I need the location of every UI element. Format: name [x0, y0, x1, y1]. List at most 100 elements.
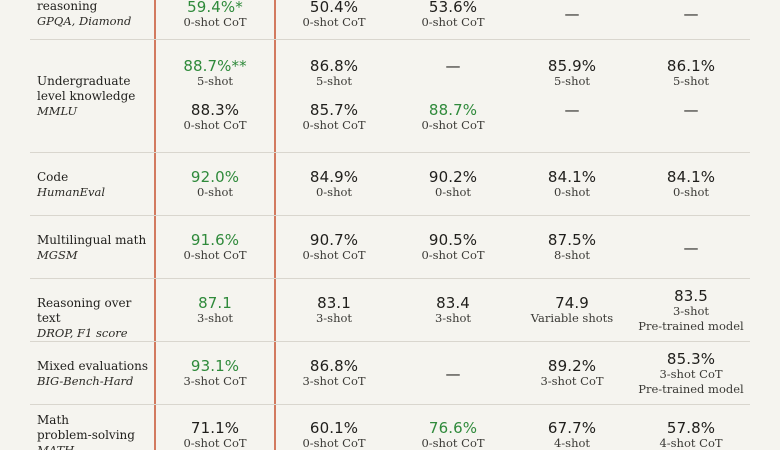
score-value: 90.5% [428, 231, 478, 249]
score-block-secondary: — [512, 102, 632, 118]
benchmark-name: Undergraduate [37, 74, 131, 88]
score-cell: 92.0% 0-shot [155, 169, 275, 200]
score-cell: 50.4% 0-shot CoT [274, 0, 394, 30]
score-value: 83.1 [317, 294, 351, 312]
score-value-secondary: 85.7% [309, 101, 359, 119]
score-block: 87.1 3-shot [155, 295, 275, 326]
score-block: — [631, 6, 751, 22]
score-block: 90.5% 0-shot CoT [393, 232, 513, 263]
score-shot-note: 3-shot [434, 311, 472, 325]
score-cell: 90.5% 0-shot CoT [393, 232, 513, 263]
score-block: 87.5% 8-shot [512, 232, 632, 263]
score-cell: 89.2% 3-shot CoT [512, 358, 632, 389]
score-value: — [564, 5, 580, 23]
score-shot-note: Variable shots [530, 311, 614, 325]
score-cell: 87.5% 8-shot [512, 232, 632, 263]
score-block-secondary: 85.7% 0-shot CoT [274, 102, 394, 133]
score-cell: 60.1% 0-shot CoT [274, 420, 394, 450]
score-value: 53.6% [428, 0, 478, 16]
score-cell: — [393, 366, 513, 382]
score-cell: 87.1 3-shot [155, 295, 275, 326]
score-shot-note: 0-shot CoT [421, 436, 485, 450]
score-value-secondary: — [564, 101, 580, 119]
benchmark-subtitle: DROP, F1 score [37, 326, 128, 340]
score-block: 84.1% 0-shot [631, 169, 751, 200]
score-cell: 83.1 3-shot [274, 295, 394, 326]
score-value: 90.7% [309, 231, 359, 249]
score-cell: 90.7% 0-shot CoT [274, 232, 394, 263]
score-value: 86.8% [309, 57, 359, 75]
score-value: 93.1% [190, 357, 240, 375]
benchmark-cell: Reasoning over text DROP, F1 score [37, 296, 153, 341]
score-cell: 90.2% 0-shot [393, 169, 513, 200]
score-block: — [393, 58, 513, 74]
score-model-note: Pre-trained model [638, 382, 744, 396]
benchmark-name: problem-solving [37, 428, 135, 442]
score-block: 93.1% 3-shot CoT [155, 358, 275, 389]
score-shot-note: 0-shot CoT [421, 15, 485, 29]
score-cell: 83.5 3-shot Pre-trained model [631, 288, 751, 334]
benchmark-name: Math [37, 413, 69, 427]
score-value: 85.9% [547, 57, 597, 75]
score-block: 50.4% 0-shot CoT [274, 0, 394, 30]
score-cell: 59.4%* 0-shot CoT [155, 0, 275, 30]
score-shot-note: 5-shot [196, 74, 234, 88]
score-block: 83.5 3-shot Pre-trained model [631, 288, 751, 334]
benchmark-name: Code [37, 170, 69, 184]
score-block: 90.7% 0-shot CoT [274, 232, 394, 263]
score-shot-note: 0-shot [672, 185, 710, 199]
score-shot-note: 4-shot [553, 436, 591, 450]
score-cell: 84.9% 0-shot [274, 169, 394, 200]
score-shot-note: 8-shot [553, 248, 591, 262]
score-cell: 86.1% 5-shot — [631, 58, 751, 118]
benchmark-cell: Undergraduate level knowledge MMLU [37, 74, 153, 119]
score-shot-note-secondary: 0-shot CoT [302, 118, 366, 132]
score-value: 83.5 [674, 287, 708, 305]
benchmark-name: Reasoning over text [37, 296, 132, 325]
score-cell: 74.9 Variable shots [512, 295, 632, 326]
score-shot-note: 0-shot CoT [421, 248, 485, 262]
score-cell: 53.6% 0-shot CoT [393, 0, 513, 30]
benchmark-cell: Mixed evaluations BIG-Bench-Hard [37, 359, 153, 389]
table-row: Math problem-solving MATH 71.1% 0-shot CoT 60… [0, 405, 780, 450]
score-block-secondary: — [631, 102, 751, 118]
score-value: 85.3% [666, 350, 716, 368]
score-value: 86.1% [666, 57, 716, 75]
score-value: — [445, 57, 461, 75]
benchmark-name: reasoning [37, 0, 98, 13]
score-value: — [683, 239, 699, 257]
score-block: 86.1% 5-shot [631, 58, 751, 89]
score-model-note: Pre-trained model [638, 319, 744, 333]
score-shot-note-secondary: 0-shot CoT [183, 118, 247, 132]
score-shot-note: 0-shot CoT [302, 436, 366, 450]
score-cell: — [512, 6, 632, 22]
score-shot-note: 3-shot [196, 311, 234, 325]
table-row: Mixed evaluations BIG-Bench-Hard 93.1% 3-sh… [0, 342, 780, 405]
score-cell: — [631, 6, 751, 22]
score-value: 86.8% [309, 357, 359, 375]
score-block: 83.4 3-shot [393, 295, 513, 326]
score-cell: 86.8% 3-shot CoT [274, 358, 394, 389]
score-shot-note: 0-shot CoT [183, 248, 247, 262]
highlight-column-right-border [274, 0, 276, 450]
score-shot-note: 3-shot [672, 304, 710, 318]
row-divider [30, 152, 750, 153]
table-row: Reasoning over text DROP, F1 score 87.1 3-s… [0, 279, 780, 342]
score-block: 86.8% 5-shot [274, 58, 394, 89]
score-block: 92.0% 0-shot [155, 169, 275, 200]
score-shot-note: 0-shot [315, 185, 353, 199]
score-block: 84.9% 0-shot [274, 169, 394, 200]
benchmark-subtitle: MMLU [37, 104, 78, 118]
score-block: 57.8% 4-shot CoT [631, 420, 751, 450]
score-block: 84.1% 0-shot [512, 169, 632, 200]
score-shot-note: 0-shot CoT [302, 15, 366, 29]
score-value: 84.9% [309, 168, 359, 186]
score-shot-note: 0-shot [434, 185, 472, 199]
score-value: 71.1% [190, 419, 240, 437]
row-divider [30, 341, 750, 342]
row-divider [30, 278, 750, 279]
score-cell: 84.1% 0-shot [512, 169, 632, 200]
table-row: Multilingual math MGSM 91.6% 0-shot CoT 90.7… [0, 216, 780, 279]
score-block: 59.4%* 0-shot CoT [155, 0, 275, 30]
